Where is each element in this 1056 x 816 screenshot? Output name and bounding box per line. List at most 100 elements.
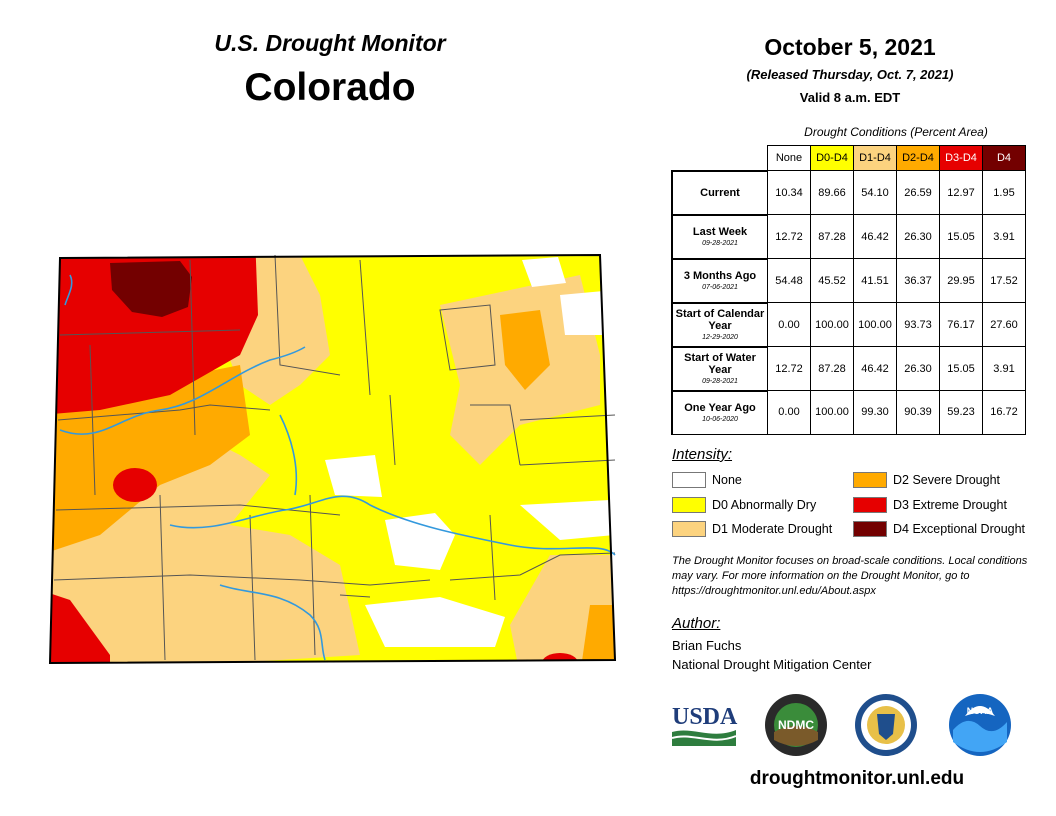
legend-item-d0: D0 Abnormally Dry bbox=[672, 497, 816, 513]
state-outline bbox=[48, 253, 617, 665]
table-cell: 99.30 bbox=[853, 390, 897, 435]
table-cell: 100.00 bbox=[810, 390, 854, 435]
table-cell: 87.28 bbox=[810, 214, 854, 259]
noaa-logo-text: NOAA bbox=[967, 706, 994, 716]
table-cell: 27.60 bbox=[982, 302, 1026, 347]
table-cell: 90.39 bbox=[896, 390, 940, 435]
table-cell: 89.66 bbox=[810, 170, 854, 215]
author-label: Author: bbox=[672, 615, 721, 632]
row-label: 3 Months Ago 07-06-2021 bbox=[671, 257, 768, 303]
row-label-date: 09-28-2021 bbox=[702, 378, 738, 385]
table-cell: 3.91 bbox=[982, 214, 1026, 259]
legend-label: D4 Exceptional Drought bbox=[893, 522, 1026, 536]
table-cell: 12.72 bbox=[767, 214, 811, 259]
row-label-text: One Year Ago bbox=[684, 402, 756, 414]
d2-area-northeast bbox=[500, 310, 550, 390]
table-cell: 0.00 bbox=[767, 390, 811, 435]
state-name: Colorado bbox=[244, 66, 416, 109]
table-row: One Year Ago 10-06-2020 0.00 100.00 99.30… bbox=[671, 389, 1026, 435]
row-label-text: 3 Months Ago bbox=[683, 270, 757, 282]
table-cell: 100.00 bbox=[810, 302, 854, 347]
d3-area-southeast bbox=[542, 653, 578, 663]
usda-logo-text: USDA bbox=[672, 704, 738, 730]
legend-label: D2 Severe Drought bbox=[893, 473, 1001, 487]
ndmc-logo-icon: NDMC bbox=[765, 694, 827, 756]
table-cell: 26.30 bbox=[896, 346, 940, 391]
table-cell: 15.05 bbox=[939, 214, 983, 259]
drought-conditions-table: None D0-D4 D1-D4 D2-D4 D3-D4 D4 Current … bbox=[671, 145, 1026, 435]
legend-label: D0 Abnormally Dry bbox=[712, 498, 817, 512]
row-label-date: 10-06-2020 bbox=[702, 416, 738, 423]
table-cell: 54.48 bbox=[767, 258, 811, 303]
county-boundaries bbox=[53, 254, 616, 661]
noaa-logo-icon: NOAA bbox=[949, 694, 1011, 756]
table-cell: 54.10 bbox=[853, 170, 897, 215]
row-label-text: Start of Calendar Year bbox=[675, 308, 765, 332]
legend-label: D1 Moderate Drought bbox=[712, 522, 833, 536]
author-org: National Drought Mitigation Center bbox=[672, 657, 872, 672]
author-name: Brian Fuchs bbox=[672, 638, 742, 653]
table-cell: 41.51 bbox=[853, 258, 897, 303]
legend-item-d1: D1 Moderate Drought bbox=[672, 521, 832, 537]
table-cell: 26.30 bbox=[896, 214, 940, 259]
d3-area-central-west bbox=[113, 468, 157, 502]
none-area-south bbox=[365, 597, 505, 647]
table-cell: 87.28 bbox=[810, 346, 854, 391]
col-header-d2-d4: D2-D4 bbox=[896, 145, 940, 171]
table-cell: 17.52 bbox=[982, 258, 1026, 303]
table-row: Start of Water Year 09-28-2021 12.72 87.2… bbox=[671, 345, 1026, 391]
legend-item-d2: D2 Severe Drought bbox=[853, 472, 1000, 488]
legend-label: None bbox=[712, 473, 742, 487]
table-caption: Drought Conditions (Percent Area) bbox=[804, 125, 988, 139]
table-row: 3 Months Ago 07-06-2021 54.48 45.52 41.51… bbox=[671, 257, 1026, 303]
legend-label: D3 Extreme Drought bbox=[893, 498, 1007, 512]
table-cell: 46.42 bbox=[853, 214, 897, 259]
row-label: Current bbox=[671, 169, 768, 215]
legend-swatch bbox=[853, 521, 887, 537]
website-url: droughtmonitor.unl.edu bbox=[749, 768, 965, 789]
row-label: Start of Water Year 09-28-2021 bbox=[671, 345, 768, 391]
legend-swatch bbox=[853, 497, 887, 513]
legend-item-d4: D4 Exceptional Drought bbox=[853, 521, 1025, 537]
none-area-east bbox=[385, 513, 455, 570]
row-label: Last Week 09-28-2021 bbox=[671, 213, 768, 259]
table-cell: 16.72 bbox=[982, 390, 1026, 435]
row-label-date: 12-29-2020 bbox=[702, 334, 738, 341]
doc-seal-icon bbox=[855, 694, 917, 756]
ndmc-logo-text: NDMC bbox=[778, 718, 814, 732]
table-row: Current 10.34 89.66 54.10 26.59 12.97 1.… bbox=[671, 169, 1026, 215]
colorado-drought-map bbox=[48, 253, 617, 665]
row-label-date: 09-28-2021 bbox=[702, 240, 738, 247]
usda-logo-icon: USDA bbox=[672, 704, 738, 746]
rivers bbox=[59, 274, 616, 661]
table-cell: 26.59 bbox=[896, 170, 940, 215]
map-date: October 5, 2021 bbox=[764, 34, 936, 60]
header-blank-cell bbox=[672, 146, 768, 171]
table-cell: 45.52 bbox=[810, 258, 854, 303]
legend-title: Intensity: bbox=[672, 446, 733, 463]
legend-swatch bbox=[672, 497, 706, 513]
table-cell: 59.23 bbox=[939, 390, 983, 435]
release-date: (Released Thursday, Oct. 7, 2021) bbox=[746, 67, 954, 82]
row-label-text: Last Week bbox=[692, 226, 748, 238]
table-cell: 15.05 bbox=[939, 346, 983, 391]
table-row: Start of Calendar Year 12-29-2020 0.00 10… bbox=[671, 301, 1026, 347]
none-area-northeast bbox=[522, 257, 566, 287]
table-cell: 1.95 bbox=[982, 170, 1026, 215]
col-header-d1-d4: D1-D4 bbox=[853, 145, 897, 171]
info-note: The Drought Monitor focuses on broad-sca… bbox=[672, 555, 1028, 597]
col-header-none: None bbox=[767, 145, 811, 171]
row-label: Start of Calendar Year 12-29-2020 bbox=[671, 301, 768, 347]
table-cell: 36.37 bbox=[896, 258, 940, 303]
legend-item-none: None bbox=[672, 472, 742, 488]
drought-areas bbox=[50, 255, 615, 663]
map-title: U.S. Drought Monitor bbox=[214, 30, 446, 56]
table-cell: 12.72 bbox=[767, 346, 811, 391]
table-cell: 3.91 bbox=[982, 346, 1026, 391]
row-label: One Year Ago 10-06-2020 bbox=[671, 389, 768, 435]
valid-time: Valid 8 a.m. EDT bbox=[799, 90, 901, 105]
none-area-center bbox=[325, 455, 382, 497]
table-cell: 12.97 bbox=[939, 170, 983, 215]
legend-swatch bbox=[853, 472, 887, 488]
table-row: Last Week 09-28-2021 12.72 87.28 46.42 26… bbox=[671, 213, 1026, 259]
